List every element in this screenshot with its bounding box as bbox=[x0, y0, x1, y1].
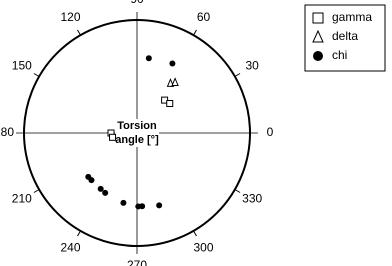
data-point bbox=[156, 202, 163, 209]
data-point bbox=[88, 177, 95, 184]
tick-mark bbox=[33, 189, 40, 193]
data-point bbox=[109, 133, 117, 141]
theta-tick-label: 240 bbox=[60, 240, 80, 254]
legend-label: delta bbox=[332, 29, 358, 43]
theta-tick-label: 300 bbox=[193, 240, 213, 254]
label-bg bbox=[115, 119, 159, 133]
theta-tick-label: 90 bbox=[130, 0, 144, 6]
legend-marker bbox=[312, 29, 324, 43]
tick-mark bbox=[193, 29, 197, 36]
data-point bbox=[102, 189, 109, 196]
legend-marker bbox=[312, 12, 324, 24]
theta-tick-label: 0 bbox=[267, 125, 274, 139]
data-point bbox=[145, 55, 152, 62]
tick-mark bbox=[234, 73, 241, 77]
center-label: Torsion bbox=[117, 120, 157, 132]
theta-tick-label: 210 bbox=[12, 192, 32, 206]
legend-marker bbox=[313, 51, 323, 61]
data-point bbox=[171, 77, 179, 86]
label-bg bbox=[115, 133, 159, 147]
theta-tick-label: 330 bbox=[242, 192, 262, 206]
data-point bbox=[169, 60, 176, 67]
center-label: angle [°] bbox=[115, 134, 159, 146]
tick-mark bbox=[77, 29, 81, 36]
theta-tick-label: 150 bbox=[12, 59, 32, 73]
legend-label: gamma bbox=[332, 10, 372, 24]
theta-tick-label: 270 bbox=[127, 258, 147, 266]
data-point bbox=[120, 199, 127, 206]
theta-tick-label: 30 bbox=[246, 59, 260, 73]
data-point bbox=[97, 185, 104, 192]
data-point bbox=[139, 203, 146, 210]
data-point bbox=[166, 100, 174, 108]
tick-mark bbox=[33, 73, 40, 77]
theta-tick-label: 180 bbox=[0, 125, 14, 139]
tick-mark bbox=[234, 189, 241, 193]
tick-mark bbox=[77, 230, 81, 237]
theta-tick-label: 60 bbox=[197, 10, 211, 24]
legend-label: chi bbox=[332, 48, 347, 62]
tick-mark bbox=[193, 230, 197, 237]
theta-tick-label: 120 bbox=[60, 10, 80, 24]
